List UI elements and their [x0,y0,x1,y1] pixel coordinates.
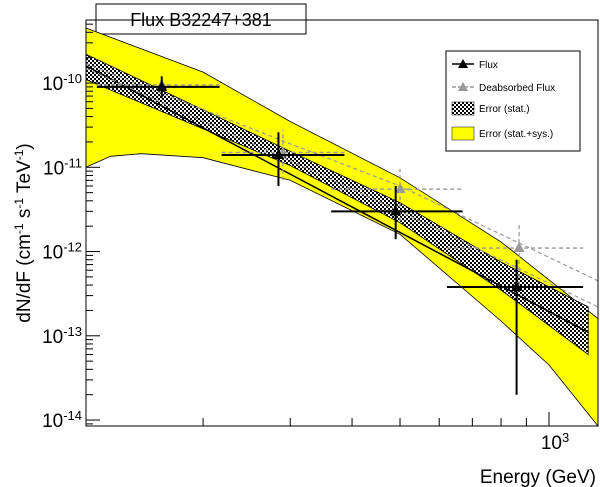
triangle-marker [511,280,523,291]
legend-swatch-stat [451,101,475,116]
legend-swatch-statsys [451,126,475,141]
x-axis-title: Energy (GeV) [480,467,596,487]
point-deabsorbed-2 [331,169,463,222]
point-flux-1 [221,132,345,186]
triangle-marker [513,242,525,253]
y-tick-label: 10-11 [43,155,82,180]
point-deabsorbed-3 [446,222,584,286]
triangle-marker [390,205,402,216]
error-bands [85,27,599,428]
y-tick-label: 10-10 [42,71,82,96]
fit-line-2 [85,67,599,308]
y-tick-label: 10-14 [42,408,82,433]
legend-triangle-deabsorbed [458,82,468,91]
y-tick-label: 10-12 [42,239,82,264]
triangle-marker [156,80,168,91]
axis-ticks [86,23,550,426]
point-flux-3 [446,259,584,395]
data-points [96,74,584,395]
y-axis-title: dN/dF (cm-1 s-1 TeV-1) [12,143,35,323]
legend-item-stat: Error (stat.) [451,101,530,116]
legend-item-flux: Flux [452,59,498,71]
tick-labels: 10-10 10-11 10-12 10-13 10-14 103 [42,71,569,454]
legend-label-deabsorbed: Deabsorbed Flux [479,83,555,94]
title-box: Flux B32247+381 [95,3,307,35]
triangle-marker [272,148,284,159]
y-tick-label: 10-13 [42,323,82,348]
plot-frame [85,19,599,427]
legend-label-flux: Flux [479,60,498,71]
legend-label-statsys: Error (stat.+sys.) [479,129,553,140]
legend-label-stat: Error (stat.) [479,104,530,115]
legend-triangle-flux [458,59,468,68]
legend: Flux Deabsorbed Flux Error (stat.) Error… [445,50,581,152]
title-frame [95,3,307,35]
x-tick-label: 103 [541,430,569,455]
point-flux-2 [331,185,463,240]
band-stat [85,53,589,356]
point-flux-0 [96,76,220,99]
legend-item-deabsorbed: Deabsorbed Flux [452,82,555,94]
triangle-marker [394,183,406,194]
legend-item-statsys: Error (stat.+sys.) [451,126,553,141]
